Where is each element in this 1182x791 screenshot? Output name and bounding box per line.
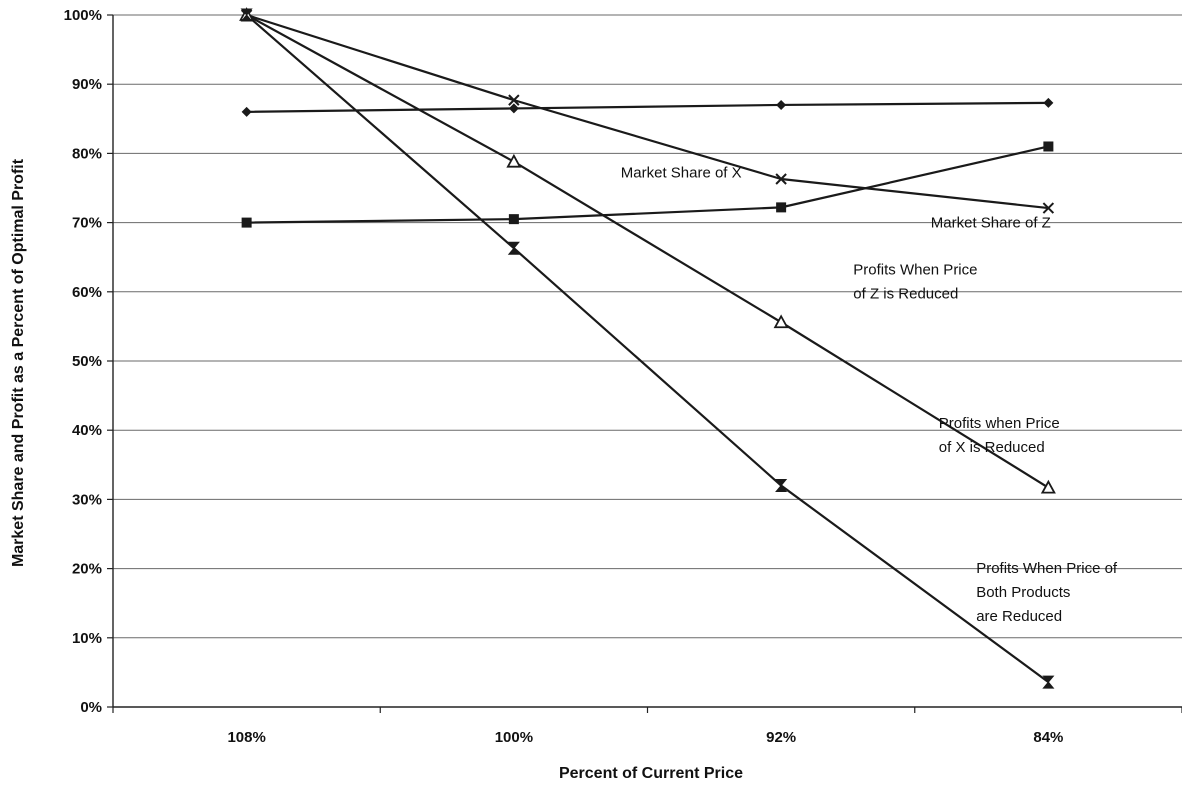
annotation-4-line: Profits when Price (939, 415, 1060, 432)
data-point-hourglass (775, 479, 788, 493)
annotations: Market Share of X Market Share of Z Profit… (621, 165, 1118, 625)
x-tick-label: 108% (227, 729, 265, 746)
annotation-5-line: Profits When Price of (976, 560, 1118, 577)
data-point-triangle-open (773, 314, 789, 329)
data-point-hourglass (240, 8, 253, 22)
y-axis-title: Market Share and Profit as a Percent of … (10, 158, 27, 567)
annotation-1-line: Market Share of X (621, 165, 742, 182)
annotation-3-line: Profits When Price (853, 262, 977, 279)
data-point-square (508, 214, 519, 225)
data-point-diamond (1043, 97, 1054, 108)
series-markers (239, 7, 1056, 689)
y-tick-label: 80% (72, 145, 102, 162)
y-tick-label: 40% (72, 422, 102, 439)
data-point-square (776, 202, 787, 213)
data-point-hourglass (507, 241, 520, 255)
y-tick-label: 100% (64, 7, 102, 24)
y-tick-label: 90% (72, 76, 102, 93)
data-point-square (241, 217, 252, 228)
y-tick-label: 60% (72, 284, 102, 301)
annotation-3-line: of Z is Reduced (853, 286, 958, 303)
data-point-diamond (776, 99, 787, 110)
data-point-square (1043, 141, 1054, 152)
data-point-triangle-open (1040, 479, 1056, 494)
annotation-2-line: Market Share of Z (931, 214, 1051, 231)
y-tick-label: 0% (80, 699, 102, 716)
x-tick-label: 100% (495, 729, 533, 746)
series-line-4 (246, 14, 1049, 489)
gridlines (113, 14, 1182, 639)
y-tick-labels: 0% 10% 20% 30% 40% 50% 60% 70% 80% 90% 100% (64, 7, 102, 716)
y-tick-label: 20% (72, 561, 102, 578)
series-line-3 (246, 13, 1049, 210)
data-point-x (1042, 202, 1055, 214)
x-axis-title: Percent of Current Price (559, 765, 743, 782)
series-line-1 (246, 101, 1049, 113)
series-line-5 (245, 14, 1050, 683)
data-point-diamond (508, 103, 519, 114)
y-tick-label: 30% (72, 491, 102, 508)
x-tick-labels: 108% 100% 92% 84% (227, 729, 1063, 746)
data-point-x (508, 94, 520, 106)
data-point-x (775, 173, 787, 185)
y-tick-label: 50% (72, 353, 102, 370)
data-point-diamond (241, 106, 252, 117)
annotation-4-line: of X is Reduced (939, 439, 1045, 456)
data-point-hourglass (1042, 675, 1055, 689)
series-line-2 (246, 145, 1049, 224)
series-lines (245, 13, 1050, 683)
y-tick-label: 10% (72, 630, 102, 647)
axes (107, 14, 1182, 713)
annotation-5-line: Both Products (976, 584, 1070, 601)
x-tick-label: 92% (766, 729, 796, 746)
x-tick-label: 84% (1033, 729, 1063, 746)
data-point-triangle-open (506, 153, 522, 168)
annotation-5-line: are Reduced (976, 608, 1062, 625)
y-tick-label: 70% (72, 215, 102, 232)
